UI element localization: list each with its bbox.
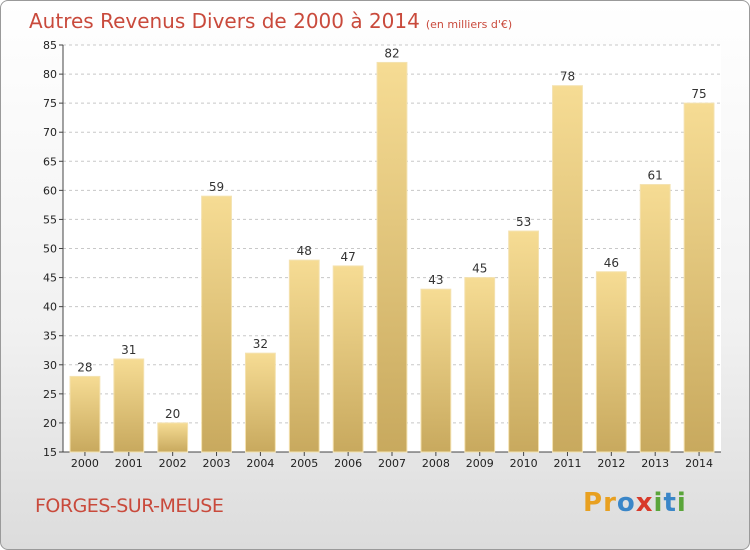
- bar: [244, 352, 276, 453]
- bar-value-label: 75: [691, 87, 706, 101]
- bar: [639, 184, 671, 453]
- logo-letter: o: [616, 488, 636, 518]
- logo-letter: i: [653, 488, 664, 518]
- bar: [376, 61, 408, 453]
- logo-letter: x: [635, 488, 654, 518]
- bar: [595, 271, 627, 453]
- x-tick-label: 2007: [378, 457, 406, 470]
- bar-value-label: 46: [604, 256, 619, 270]
- bar-value-label: 53: [516, 215, 531, 229]
- chart-title-text: Autres Revenus Divers de 2000 à 2014: [29, 9, 420, 33]
- x-tick-label: 2004: [246, 457, 274, 470]
- bar: [113, 358, 145, 453]
- y-tick-label: 40: [43, 301, 57, 314]
- x-tick-label: 2003: [203, 457, 231, 470]
- y-tick-label: 30: [43, 359, 57, 372]
- bar: [69, 375, 101, 453]
- bar: [683, 102, 715, 453]
- bar: [464, 277, 496, 453]
- x-tick-label: 2005: [290, 457, 318, 470]
- bar: [288, 259, 320, 453]
- bar: [157, 422, 189, 453]
- x-tick-label: 2009: [466, 457, 494, 470]
- chart-title: Autres Revenus Divers de 2000 à 2014 (en …: [29, 9, 512, 33]
- bar: [552, 85, 583, 453]
- bar-value-label: 43: [428, 273, 443, 287]
- bar: [201, 195, 232, 453]
- y-tick-label: 55: [43, 213, 57, 226]
- bar-value-label: 61: [648, 169, 663, 183]
- bar-value-label: 45: [472, 262, 487, 276]
- y-tick-label: 85: [43, 39, 57, 52]
- bar-value-label: 59: [209, 180, 224, 194]
- x-tick-label: 2008: [422, 457, 450, 470]
- proxiti-logo: Proxiti: [583, 488, 687, 518]
- x-tick-label: 2012: [597, 457, 625, 470]
- x-tick-label: 2010: [510, 457, 538, 470]
- bar-value-label: 78: [560, 70, 575, 84]
- x-tick-label: 2006: [334, 457, 362, 470]
- bar-value-label: 20: [165, 407, 180, 421]
- y-tick-label: 70: [43, 126, 57, 139]
- x-tick-label: 2000: [71, 457, 99, 470]
- y-tick-label: 15: [43, 446, 57, 459]
- y-tick-label: 35: [43, 330, 57, 343]
- bar-value-label: 31: [121, 343, 136, 357]
- bar-value-label: 82: [384, 46, 399, 60]
- bar-value-label: 28: [77, 360, 92, 374]
- commune-name: FORGES-SUR-MEUSE: [35, 495, 224, 517]
- logo-letter: i: [676, 488, 687, 518]
- x-tick-label: 2014: [685, 457, 713, 470]
- bar-value-label: 47: [340, 250, 355, 264]
- bar: [508, 230, 540, 453]
- y-tick-label: 50: [43, 243, 57, 256]
- x-tick-label: 2002: [159, 457, 187, 470]
- y-tick-label: 75: [43, 97, 57, 110]
- logo-letter: r: [603, 488, 617, 518]
- y-tick-label: 45: [43, 272, 57, 285]
- y-tick-label: 25: [43, 388, 57, 401]
- logo-letter: t: [663, 488, 677, 518]
- bar-value-label: 48: [297, 244, 312, 258]
- x-tick-label: 2001: [115, 457, 143, 470]
- bar: [332, 265, 364, 453]
- bar: [420, 288, 452, 453]
- y-tick-label: 80: [43, 68, 57, 81]
- x-tick-label: 2011: [553, 457, 581, 470]
- logo-letter: P: [583, 488, 604, 518]
- x-tick-label: 2013: [641, 457, 669, 470]
- y-tick-label: 60: [43, 184, 57, 197]
- chart-unit: (en milliers d'€): [425, 18, 513, 31]
- y-tick-label: 20: [43, 417, 57, 430]
- bar-value-label: 32: [253, 337, 268, 351]
- y-tick-label: 65: [43, 155, 57, 168]
